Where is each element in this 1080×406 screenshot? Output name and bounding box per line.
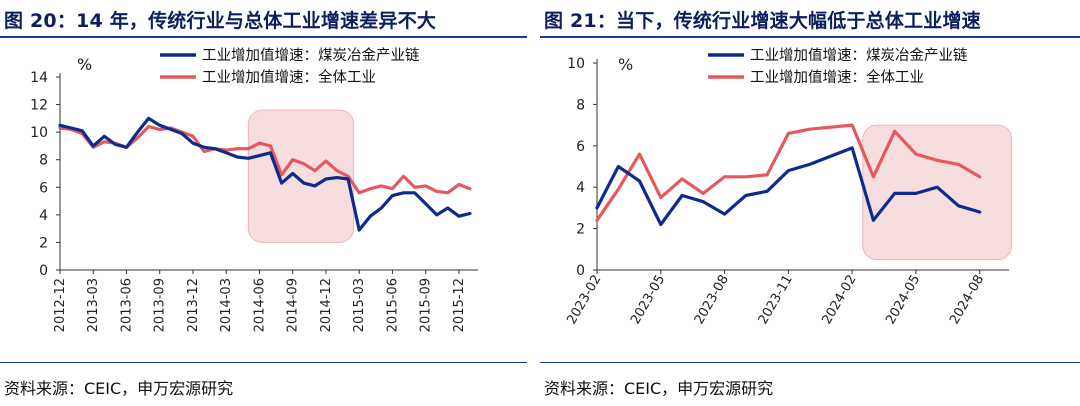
figure-title: 图 21：当下，传统行业增速大幅低于总体工业增速 bbox=[544, 10, 981, 32]
x-tick-label: 2014-09 bbox=[286, 278, 301, 332]
x-tick-label: 2013-09 bbox=[153, 278, 168, 332]
y-tick-label: 6 bbox=[39, 180, 48, 196]
y-unit-label: % bbox=[77, 55, 92, 74]
highlight-region bbox=[247, 109, 355, 243]
series-line-coal-metallurgy bbox=[595, 146, 982, 227]
x-tick-label: 2015-12 bbox=[452, 278, 467, 332]
title-rule bbox=[0, 36, 527, 38]
x-tick-label: 2014-03 bbox=[219, 278, 234, 332]
y-tick-label: 12 bbox=[30, 98, 48, 114]
figure-title: 图 20：14 年，传统行业与总体工业增速差异不大 bbox=[4, 10, 437, 32]
y-tick-label: 4 bbox=[39, 208, 48, 224]
source-rule bbox=[540, 362, 1080, 363]
series-line-coal-metallurgy bbox=[58, 116, 472, 232]
legend-label: 工业增加值增速：煤炭冶金产业链 bbox=[750, 47, 968, 64]
source-note: 资料来源：CEIC，申万宏源研究 bbox=[4, 379, 234, 398]
x-tick-label: 2024-02 bbox=[819, 273, 859, 328]
series-line-total-industry bbox=[595, 123, 982, 222]
line-chart-figure-20: 0 2 4 6 8 10 12 14% 2012-12 2013-03 2013-06 2013-09… bbox=[30, 47, 478, 332]
x-tick-label: 2013-03 bbox=[86, 278, 101, 332]
y-tick-label: 10 bbox=[567, 56, 585, 72]
source-note: 资料来源：CEIC，申万宏源研究 bbox=[544, 379, 774, 398]
x-tick-label: 2015-09 bbox=[419, 278, 434, 332]
x-tick-label: 2023-02 bbox=[564, 273, 604, 328]
y-tick-label: 14 bbox=[30, 70, 48, 86]
y-tick-label: 6 bbox=[576, 139, 585, 155]
y-tick-label: 8 bbox=[576, 97, 585, 113]
x-tick-label: 2015-06 bbox=[385, 278, 400, 332]
figure-21-panel: 图 21：当下，传统行业增速大幅低于总体工业增速 0 2 4 6 8 10% 2023-02… bbox=[540, 0, 1080, 406]
highlight-region bbox=[862, 124, 1013, 261]
x-tick-label: 2014-12 bbox=[319, 278, 334, 332]
x-tick-label: 2014-06 bbox=[252, 278, 267, 332]
y-tick-label: 10 bbox=[30, 125, 48, 141]
y-tick-label: 8 bbox=[39, 153, 48, 169]
y-tick-label: 0 bbox=[576, 263, 585, 279]
x-tick-label: 2024-05 bbox=[883, 273, 923, 328]
source-rule bbox=[0, 362, 527, 363]
x-tick-label: 2013-12 bbox=[186, 278, 201, 332]
x-tick-label: 2023-11 bbox=[756, 273, 796, 328]
legend-label: 工业增加值增速：全体工业 bbox=[202, 68, 376, 86]
y-unit-label: % bbox=[618, 55, 633, 74]
x-tick-label: 2024-08 bbox=[947, 273, 987, 328]
title-rule bbox=[540, 36, 1080, 38]
legend-label: 工业增加值增速：全体工业 bbox=[750, 68, 924, 86]
y-tick-label: 2 bbox=[39, 235, 48, 251]
y-tick-label: 4 bbox=[576, 180, 585, 196]
x-tick-label: 2023-05 bbox=[628, 273, 668, 328]
legend-label: 工业增加值增速：煤炭冶金产业链 bbox=[202, 47, 420, 64]
figure-20-panel: 图 20：14 年，传统行业与总体工业增速差异不大 0 2 4 6 8 10 12 14% 20… bbox=[0, 0, 527, 406]
x-tick-label: 2023-08 bbox=[692, 273, 732, 328]
x-tick-label: 2013-06 bbox=[119, 278, 134, 332]
x-tick-label: 2015-03 bbox=[352, 278, 367, 332]
x-tick-label: 2012-12 bbox=[53, 278, 68, 332]
y-tick-label: 0 bbox=[39, 263, 48, 279]
line-chart-figure-21: 0 2 4 6 8 10 % 2023-02 2023-05 2023-08 2023-11 2024… bbox=[564, 47, 1013, 328]
y-tick-label: 2 bbox=[576, 222, 585, 238]
